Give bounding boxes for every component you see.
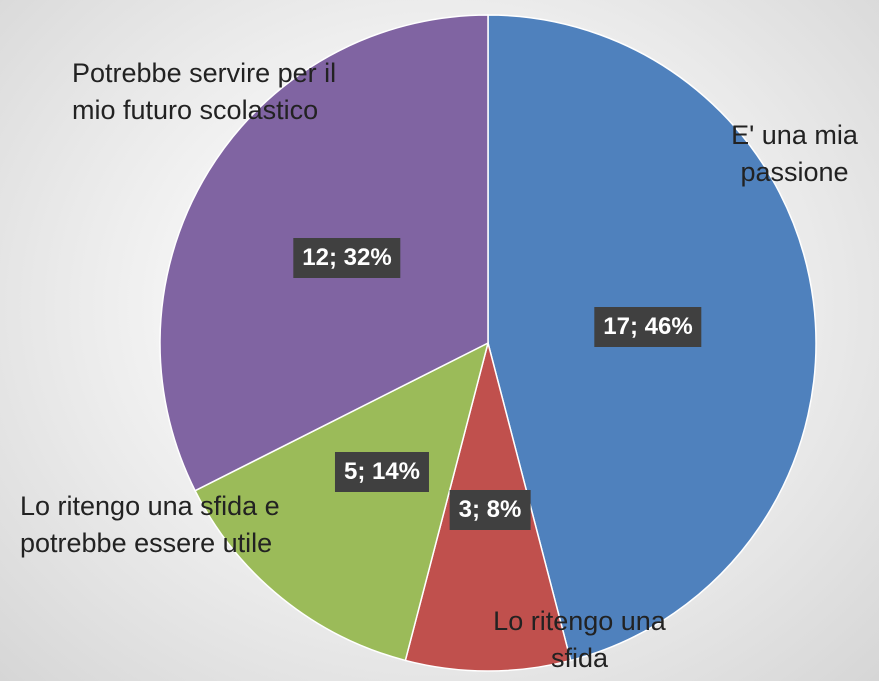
data-label: 5; 14%: [334, 452, 430, 492]
category-label: Lo ritengo una sfida e potrebbe essere u…: [20, 491, 280, 558]
category-label: Lo ritengo una sfida: [493, 606, 666, 673]
category-label: Potrebbe servire per il mio futuro scola…: [72, 58, 337, 125]
data-label: 17; 46%: [594, 307, 702, 347]
data-label: 12; 32%: [293, 238, 401, 278]
pie-slice: [194, 341, 490, 662]
data-label: 3; 8%: [449, 490, 531, 530]
category-label: E' una mia passione: [731, 120, 858, 187]
